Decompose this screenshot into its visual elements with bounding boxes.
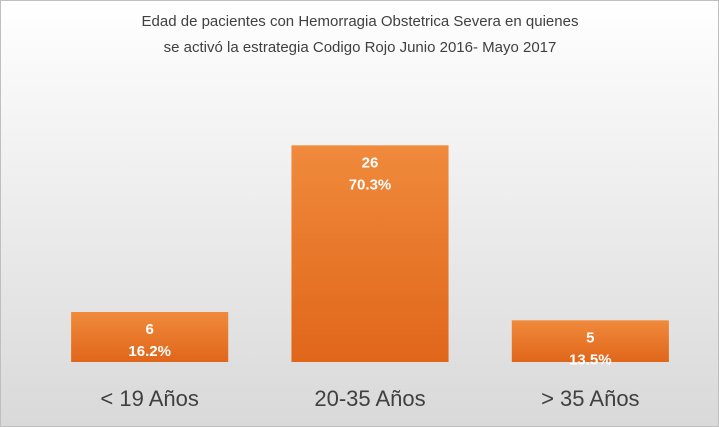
data-label: 16.2% <box>128 343 171 360</box>
x-tick-label: 20-35 Años <box>314 386 425 411</box>
data-label: 70.3% <box>349 176 392 193</box>
chart-title: se activó la estrategia Codigo Rojo Juni… <box>164 39 557 56</box>
data-label: 5 <box>586 329 594 346</box>
bar <box>511 320 669 362</box>
data-label: 6 <box>145 321 153 338</box>
data-label: 26 <box>362 154 379 171</box>
x-tick-label: < 19 Años <box>100 386 198 411</box>
data-label: 13.5% <box>569 351 612 368</box>
bar <box>71 312 229 362</box>
chart-title: Edad de pacientes con Hemorragia Obstetr… <box>142 13 579 30</box>
bar <box>291 145 449 362</box>
x-tick-label: > 35 Años <box>541 386 639 411</box>
